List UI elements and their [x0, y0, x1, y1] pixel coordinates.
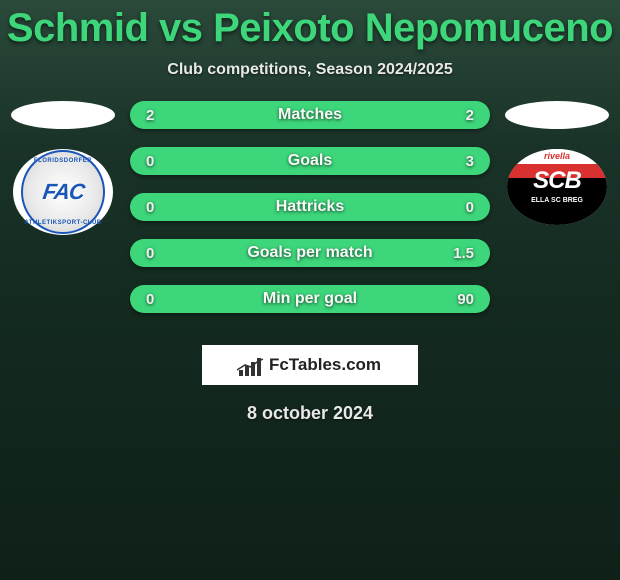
club-badge-left: FLORIDSDORFER FAC ATHLETIKSPORT-CLUB — [13, 149, 113, 235]
stat-label: Hattricks — [276, 198, 344, 216]
brand-chart-icon — [239, 354, 265, 376]
stat-label: Matches — [278, 106, 342, 124]
club-left-arc-bot: ATHLETIKSPORT-CLUB — [24, 220, 101, 226]
stat-left-value: 0 — [146, 199, 154, 216]
club-left-short: FAC — [41, 179, 86, 205]
club-right-sponsor: rivella — [544, 151, 570, 161]
stat-bars: 2 Matches 2 0 Goals 3 0 Hattricks 0 0 Go… — [130, 101, 490, 313]
stat-label: Goals per match — [247, 244, 372, 262]
player-right-column: rivella SCB ELLA SC BREG — [502, 101, 612, 225]
stat-left-value: 2 — [146, 107, 154, 124]
stat-row-min-per-goal: 0 Min per goal 90 — [130, 285, 490, 313]
generated-date: 8 october 2024 — [0, 403, 620, 424]
brand-name: FcTables.com — [269, 355, 381, 375]
player-left-column: FLORIDSDORFER FAC ATHLETIKSPORT-CLUB — [8, 101, 118, 235]
player-right-photo-placeholder — [505, 101, 609, 129]
stat-left-value: 0 — [146, 153, 154, 170]
club-right-short: SCB — [533, 167, 581, 195]
stat-label: Min per goal — [263, 290, 357, 308]
comparison-area: FLORIDSDORFER FAC ATHLETIKSPORT-CLUB riv… — [0, 101, 620, 321]
stat-label: Goals — [288, 152, 332, 170]
page-title: Schmid vs Peixoto Nepomuceno — [0, 0, 620, 51]
stat-right-value: 90 — [457, 291, 474, 308]
stat-row-goals: 0 Goals 3 — [130, 147, 490, 175]
brand-box: FcTables.com — [202, 345, 418, 385]
stat-right-value: 3 — [466, 153, 474, 170]
stat-row-goals-per-match: 0 Goals per match 1.5 — [130, 239, 490, 267]
stat-left-value: 0 — [146, 245, 154, 262]
stat-row-matches: 2 Matches 2 — [130, 101, 490, 129]
club-badge-right: rivella SCB ELLA SC BREG — [507, 149, 607, 225]
club-left-arc-top: FLORIDSDORFER — [34, 158, 92, 164]
stat-right-value: 0 — [466, 199, 474, 216]
stat-left-value: 0 — [146, 291, 154, 308]
player-left-photo-placeholder — [11, 101, 115, 129]
stat-right-value: 1.5 — [453, 245, 474, 262]
stat-row-hattricks: 0 Hattricks 0 — [130, 193, 490, 221]
club-right-arc-bot: ELLA SC BREG — [531, 197, 583, 204]
season-subtitle: Club competitions, Season 2024/2025 — [0, 61, 620, 79]
stat-right-value: 2 — [466, 107, 474, 124]
